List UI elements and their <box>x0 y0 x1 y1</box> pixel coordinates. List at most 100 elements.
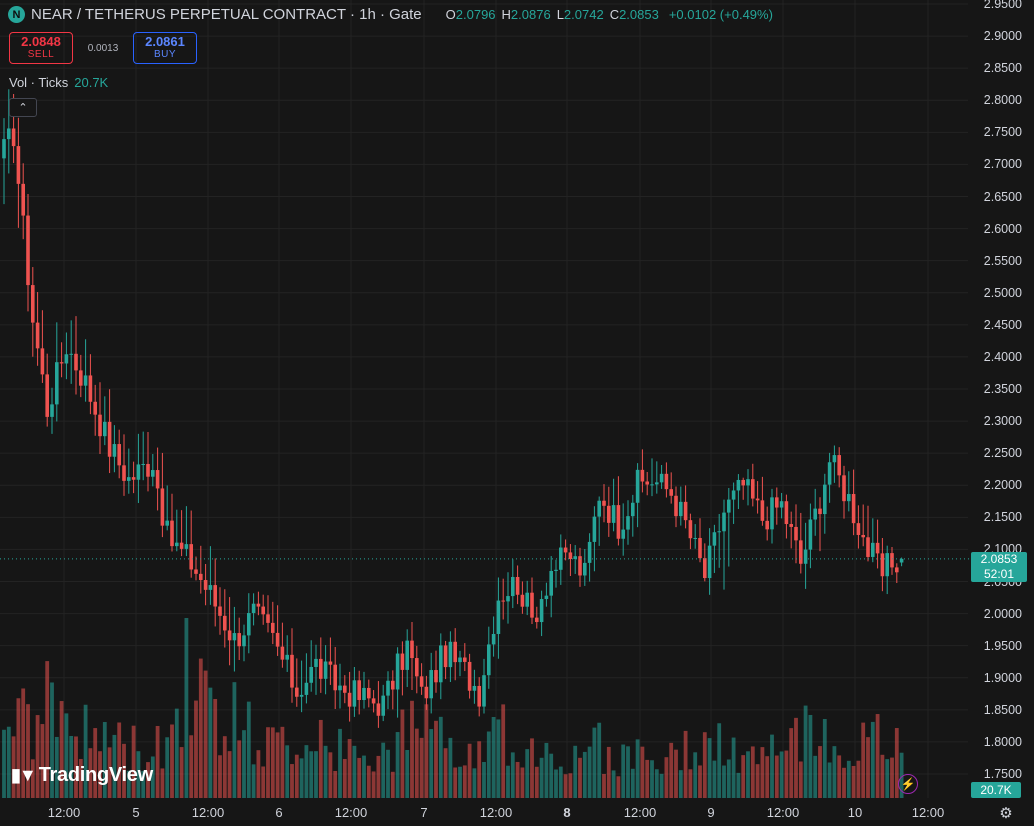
candle-down <box>35 322 40 349</box>
candle-up <box>779 501 784 508</box>
volume-bar <box>717 723 722 798</box>
candle-up <box>626 516 630 530</box>
candle-down <box>698 537 702 559</box>
volume-bar <box>179 747 184 798</box>
horizontal-gridlines <box>0 3 968 775</box>
volume-bar <box>558 766 563 798</box>
tradingview-logo[interactable]: ▮▼ TradingView <box>11 764 153 787</box>
volume-bar <box>352 745 357 798</box>
time-tick-label: 12:00 <box>911 805 945 820</box>
candlesticks <box>2 89 904 728</box>
time-tick-label: 5 <box>132 805 140 820</box>
candle-up <box>165 520 169 526</box>
collapse-legend-button[interactable]: ⌃ <box>9 98 37 117</box>
volume-bar <box>774 755 779 798</box>
volume-bar <box>794 717 798 798</box>
candle-down <box>155 470 160 489</box>
candle-up <box>631 502 635 517</box>
symbol-title[interactable]: NEAR / TETHERUS PERPETUAL CONTRACT · 1h … <box>31 6 422 23</box>
candle-up <box>314 658 318 667</box>
buy-button[interactable]: 2.0861 BUY <box>133 32 197 64</box>
candle-down <box>400 653 405 670</box>
candle-up <box>112 444 117 457</box>
candle-down <box>467 661 472 691</box>
price-tick-label: 2.3500 <box>983 382 1022 396</box>
candle-up <box>496 600 501 634</box>
volume-bar <box>285 745 290 798</box>
volume-bar <box>563 774 568 798</box>
candle-up <box>693 537 697 539</box>
volume-legend[interactable]: Vol · Ticks 20.7K <box>9 75 108 90</box>
candle-up <box>621 529 625 539</box>
volume-bar <box>237 740 242 798</box>
candle-up <box>611 505 616 523</box>
volume-bar <box>184 618 189 798</box>
candle-down <box>794 526 798 541</box>
volume-bar <box>827 762 832 798</box>
volume-bar <box>386 749 390 798</box>
volume-bar <box>59 701 64 798</box>
candle-up <box>722 512 726 532</box>
candle-down <box>751 479 755 499</box>
tradingview-mark-icon: ▮▼ <box>11 765 37 785</box>
sell-button[interactable]: 2.0848 SELL <box>9 32 73 64</box>
price-tick-label: 2.2500 <box>983 446 1022 461</box>
candle-up <box>83 375 88 386</box>
candle-down <box>443 645 448 668</box>
volume-bar <box>21 688 26 798</box>
volume-bar <box>554 769 558 798</box>
candle-down <box>818 508 822 515</box>
vertical-gridlines <box>63 0 929 798</box>
volume-bar <box>155 725 160 798</box>
candle-down <box>261 606 265 615</box>
volume-bar <box>448 737 453 798</box>
volume-bar <box>573 745 578 798</box>
volume-bar <box>587 746 592 798</box>
volume-bar <box>467 743 472 798</box>
price-tick-label: 2.0000 <box>983 606 1022 621</box>
candle-up <box>127 477 131 481</box>
candle-down <box>357 680 361 701</box>
volume-bar <box>779 751 784 798</box>
volume-bar <box>866 737 870 798</box>
volume-bar <box>702 732 707 798</box>
gear-icon[interactable]: ⚙ <box>999 805 1013 822</box>
volume-bar <box>683 730 688 798</box>
open-value: 2.0796 <box>455 7 496 22</box>
candle-down <box>674 495 678 517</box>
candle-down <box>122 465 126 481</box>
volume-bar <box>342 758 347 798</box>
tradingview-wordmark: TradingView <box>38 764 153 786</box>
candle-down <box>179 542 184 549</box>
low-value: 2.0742 <box>563 7 604 22</box>
volume-bar <box>328 752 333 798</box>
volume-bar <box>568 773 573 798</box>
volume-bar <box>146 762 150 798</box>
volume-bar <box>371 771 376 798</box>
volume-bar <box>765 756 770 798</box>
volume-bar <box>83 704 88 798</box>
time-tick-label: 12:00 <box>766 805 800 820</box>
volume-bar <box>462 765 467 798</box>
sell-price: 2.0848 <box>21 34 61 49</box>
candle-up <box>899 558 904 563</box>
candle-down <box>664 473 669 490</box>
volume-bar <box>208 687 213 798</box>
volume-bar <box>818 746 822 798</box>
volume-bar <box>357 757 362 798</box>
candle-up <box>539 599 544 623</box>
volume-bar <box>54 736 59 798</box>
volume-bar <box>26 704 30 798</box>
candle-down <box>683 501 688 521</box>
volume-bar <box>491 717 496 798</box>
candle-up <box>587 541 592 563</box>
bolt-icon[interactable]: ⚡ <box>898 774 918 794</box>
volume-bar <box>534 766 539 798</box>
ohlc-values: O2.0796 H2.0876 L2.0742 C2.0853 +0.0102 … <box>446 7 773 22</box>
candle-down <box>520 594 525 607</box>
volume-bar <box>856 760 861 798</box>
volume-bar <box>88 748 93 798</box>
candle-down <box>21 183 25 216</box>
